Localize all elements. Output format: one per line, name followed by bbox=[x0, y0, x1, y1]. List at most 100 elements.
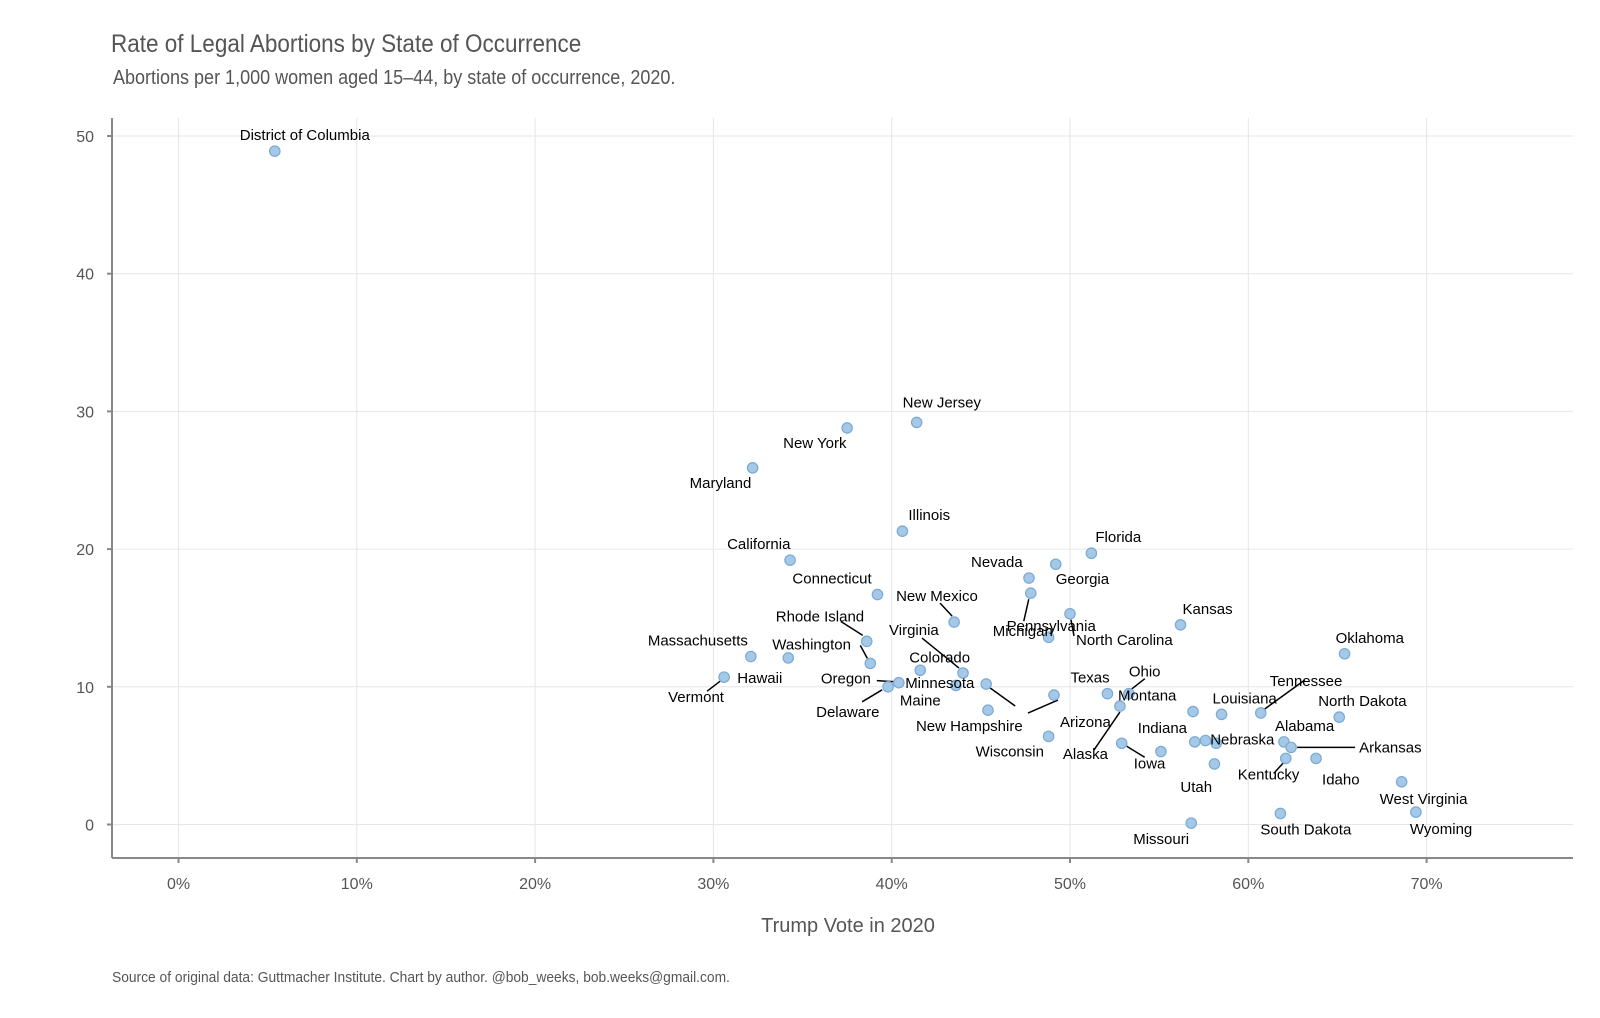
label-leader-line bbox=[1027, 699, 1059, 714]
point-label: Maine bbox=[900, 692, 941, 709]
point-label: Minnesota bbox=[905, 675, 975, 692]
point-label: Washington bbox=[772, 636, 851, 653]
grid-lines bbox=[112, 118, 1573, 858]
data-point bbox=[1085, 547, 1098, 560]
y-tick-label: 40 bbox=[76, 267, 94, 284]
point-label: New York bbox=[783, 435, 847, 452]
data-point bbox=[784, 554, 796, 566]
data-point bbox=[1048, 689, 1060, 701]
x-tick-label: 70% bbox=[1411, 876, 1443, 893]
data-point bbox=[782, 652, 795, 664]
point-label: Tennessee bbox=[1270, 673, 1343, 690]
data-point bbox=[1101, 687, 1114, 700]
label-leader-line bbox=[876, 679, 894, 683]
data-point bbox=[1123, 687, 1135, 700]
point-label: Utah bbox=[1180, 779, 1212, 796]
data-point bbox=[1189, 736, 1201, 748]
tick-labels: 0% 10% 20% 30% 40% 50% 60% 70% 0 10 20 30 40 50 bbox=[76, 129, 1442, 893]
label-leader-line bbox=[861, 689, 883, 703]
label-leader-line bbox=[1130, 678, 1146, 691]
point-label: Florida bbox=[1095, 529, 1142, 546]
y-tick-label: 30 bbox=[76, 404, 94, 421]
label-leader-line bbox=[921, 637, 960, 669]
data-point bbox=[948, 616, 960, 628]
point-label: Iowa bbox=[1134, 755, 1166, 772]
data-point bbox=[718, 671, 730, 683]
data-point bbox=[893, 676, 905, 689]
point-label: Michigan bbox=[993, 623, 1053, 640]
point-label: New Hampshire bbox=[916, 718, 1023, 735]
axes bbox=[111, 118, 1573, 859]
point-label: Wyoming bbox=[1410, 821, 1472, 838]
label-leaders bbox=[706, 598, 1356, 774]
point-label: Pennsylvania bbox=[1007, 618, 1097, 635]
point-label: Wisconsin bbox=[976, 743, 1044, 760]
data-point bbox=[1338, 647, 1351, 660]
data-point bbox=[1333, 711, 1346, 723]
label-leader-line bbox=[706, 680, 721, 692]
x-tick-label: 0% bbox=[167, 876, 190, 893]
data-point bbox=[841, 422, 853, 434]
point-label: Delaware bbox=[816, 704, 879, 721]
y-tick-label: 50 bbox=[76, 129, 94, 146]
x-tick-label: 20% bbox=[519, 876, 551, 893]
point-label: Colorado bbox=[909, 649, 970, 666]
data-point bbox=[1199, 734, 1212, 747]
label-leader-line bbox=[859, 645, 868, 659]
data-point bbox=[1042, 631, 1055, 644]
data-point bbox=[864, 657, 877, 670]
point-label: Vermont bbox=[668, 689, 725, 706]
point-label: North Carolina bbox=[1076, 632, 1173, 649]
y-tick-label: 0 bbox=[85, 818, 94, 835]
data-point bbox=[268, 145, 281, 157]
point-label: Oregon bbox=[821, 671, 871, 688]
point-label: Massachusetts bbox=[648, 633, 748, 650]
point-label: District of Columbia bbox=[240, 127, 371, 144]
label-leader-line bbox=[1023, 598, 1030, 622]
data-point bbox=[1114, 700, 1126, 712]
data-point bbox=[1024, 587, 1037, 599]
data-point bbox=[1208, 758, 1221, 770]
point-label: Alaska bbox=[1063, 746, 1109, 763]
point-label: Ohio bbox=[1129, 664, 1161, 681]
data-point bbox=[1215, 708, 1228, 721]
data-point bbox=[957, 667, 969, 679]
data-point bbox=[1395, 776, 1408, 788]
point-label: Montana bbox=[1118, 688, 1177, 705]
point-label: Rhode Island bbox=[776, 608, 864, 625]
data-point bbox=[1174, 619, 1187, 631]
y-tick-label: 20 bbox=[76, 542, 94, 559]
data-point bbox=[871, 588, 884, 601]
data-point bbox=[910, 416, 923, 429]
x-tick-label: 30% bbox=[697, 876, 729, 893]
data-point bbox=[1279, 752, 1292, 765]
point-label: Hawaii bbox=[737, 670, 782, 687]
point-label: Illinois bbox=[908, 507, 950, 524]
point-label: South Dakota bbox=[1260, 821, 1352, 838]
point-label: Kentucky bbox=[1238, 766, 1300, 783]
data-point bbox=[1410, 806, 1422, 818]
point-label: New Jersey bbox=[903, 394, 982, 411]
point-label: Texas bbox=[1070, 670, 1109, 687]
x-tick-label: 40% bbox=[876, 876, 908, 893]
point-label: Maryland bbox=[690, 475, 752, 492]
point-label: Kansas bbox=[1183, 601, 1233, 618]
x-axis-label: Trump Vote in 2020 bbox=[761, 915, 935, 937]
label-leader-line bbox=[1273, 761, 1285, 774]
point-label: Arizona bbox=[1060, 714, 1112, 731]
data-point bbox=[896, 525, 909, 537]
data-point bbox=[882, 680, 894, 693]
data-point bbox=[1187, 705, 1199, 718]
label-leader-line bbox=[939, 602, 953, 617]
data-point bbox=[1254, 707, 1267, 719]
point-label: Louisiana bbox=[1213, 690, 1278, 707]
x-tick-label: 50% bbox=[1054, 876, 1086, 893]
data-point bbox=[1310, 752, 1322, 765]
x-tick-label: 60% bbox=[1232, 876, 1264, 893]
label-leader-line bbox=[989, 687, 1016, 707]
label-leader-line bbox=[1070, 619, 1075, 636]
data-point bbox=[860, 635, 873, 648]
point-label: Indiana bbox=[1138, 720, 1188, 737]
point-label: Virginia bbox=[889, 622, 939, 639]
